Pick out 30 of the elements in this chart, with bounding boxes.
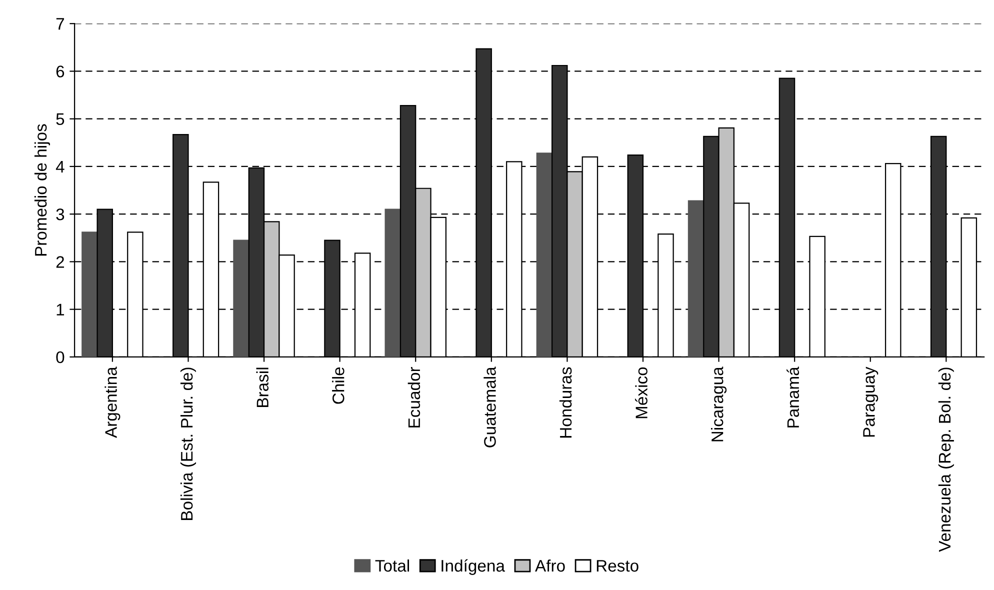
bar [536, 152, 553, 357]
x-tick-label: Guatemala [484, 366, 496, 448]
y-tick-label: 7 [56, 18, 64, 30]
y-axis-title: Promedio de hijos [34, 124, 50, 256]
x-tick-label: Paraguay [863, 366, 878, 437]
x-tick-label: Chile [332, 367, 344, 404]
bar [233, 240, 250, 357]
y-tick-label: 0 [56, 351, 64, 364]
x-tick-label: Venezuela (Rep. Bol. de) [938, 368, 954, 552]
x-tick-label: Panamá [786, 366, 800, 428]
bar [82, 232, 98, 357]
x-tick-label: México [635, 367, 648, 418]
x-tick-label: Honduras [559, 367, 572, 438]
y-tick-label: 3 [56, 208, 64, 220]
x-tick-label: Argentina [104, 366, 120, 438]
x-tick-label: Bolivia (Est. Plur. de) [180, 368, 196, 520]
x-tick-label: Ecuador [408, 366, 420, 428]
y-tick-label: 5 [56, 113, 64, 126]
legend-label: Total [375, 559, 409, 572]
y-tick-label: 4 [56, 161, 64, 173]
y-tick-label: 1 [56, 304, 64, 316]
bar [384, 208, 402, 357]
legend-label: Indígena [442, 559, 505, 575]
legend-label: Afro [535, 559, 565, 572]
x-tick-label: Nicaragua [711, 366, 727, 442]
x-tick-label: Brasil [256, 368, 269, 407]
bar [688, 200, 704, 357]
y-tick-label: 6 [56, 66, 64, 78]
y-tick-label: 2 [56, 256, 64, 268]
legend-label: Resto [596, 560, 638, 572]
